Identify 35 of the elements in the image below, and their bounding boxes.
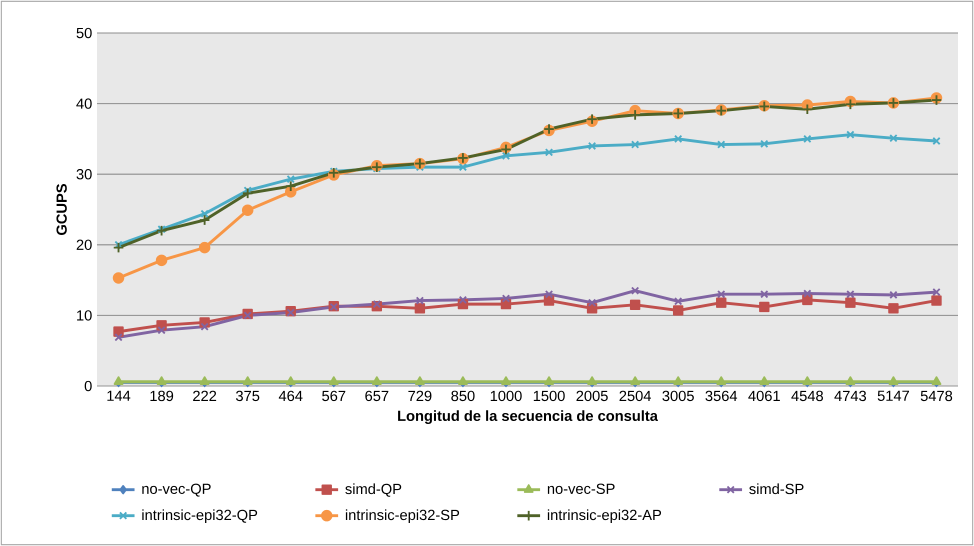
x-tick-label: 2504 [620,390,651,402]
y-tick-label: 40 [76,98,92,109]
y-tick-label: 0 [84,380,92,392]
legend-label: no-vec-QP [142,484,211,497]
legend-label: simd-SP [749,483,804,494]
x-tick-label: 4548 [791,390,823,402]
x-tick-label: 3005 [662,390,694,402]
x-tick-label: 567 [322,390,346,402]
legend-label: no-vec-SP [548,484,615,494]
y-tick-label: 50 [76,28,92,38]
x-tick-label: 4061 [748,390,780,402]
x-tick-label: 222 [193,390,216,401]
x-tick-label: 657 [365,390,388,402]
x-tick-label: 189 [150,390,174,402]
y-tick-label: 10 [77,310,92,321]
x-tick-label: 850 [451,390,475,402]
x-tick-label: 464 [278,390,303,402]
x-tick-label: 2005 [576,390,608,402]
x-tick-label: 1000 [490,390,522,402]
y-tick-label: 30 [76,169,92,180]
y-axis-title: GCUPS [56,184,67,235]
legend-label: intrinsic-epi32-AP [548,509,662,523]
x-axis-title: Longitud de la secuencia de consulta [398,410,658,424]
x-tick-label: 375 [236,390,260,402]
x-tick-label: 5147 [878,390,910,401]
x-tick-label: 729 [408,390,432,402]
legend-label: intrinsic-epi32-SP [346,509,460,523]
y-tick-label: 20 [76,240,92,250]
x-tick-label: 5478 [920,390,952,402]
x-tick-label: 3564 [705,390,738,402]
x-tick-label: 1500 [534,390,565,402]
x-tick-label: 144 [107,390,130,401]
x-tick-label: 4743 [834,390,866,402]
legend-label: simd-QP [345,483,402,497]
legend-label: intrinsic-epi32-QP [142,509,258,523]
